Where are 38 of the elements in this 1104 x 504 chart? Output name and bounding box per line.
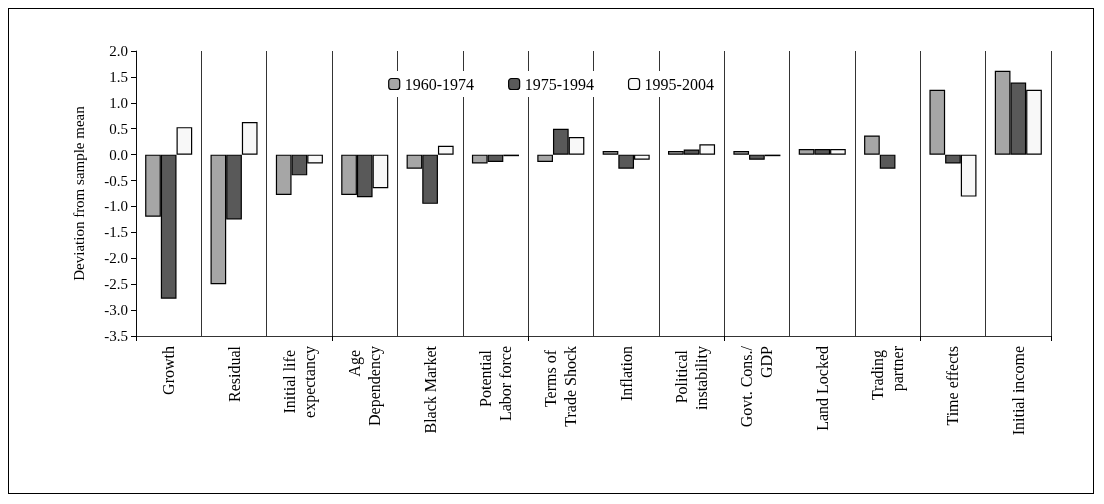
y-tick-label: -0.5	[104, 172, 128, 189]
legend-label: 1975-1994	[524, 75, 594, 93]
legend-label: 1960-1974	[404, 75, 475, 93]
bar	[929, 89, 946, 155]
bar	[864, 135, 880, 155]
x-tick-label: Potential Labor force	[476, 346, 514, 422]
bar	[733, 151, 750, 155]
x-tick-label: Inflation	[617, 346, 635, 402]
y-tick-label: -2.5	[104, 276, 128, 293]
x-tick-label: Initial life expectancy	[280, 346, 319, 418]
y-tick-label: 0.5	[109, 120, 128, 137]
bar	[879, 154, 896, 169]
legend-label: 1995-2004	[644, 75, 714, 93]
y-tick-label: -1.0	[104, 198, 128, 215]
y-tick-label: -3.5	[104, 328, 128, 344]
x-tick-label: Black Market	[421, 345, 439, 434]
x-tick-label: Govt. Cons./GDP	[738, 345, 776, 428]
bar	[602, 151, 619, 155]
y-tick-label: 2.0	[109, 43, 128, 59]
x-tick-label: Trading partner	[869, 345, 908, 401]
x-tick-label: Terms of Trade Shock	[542, 346, 580, 427]
y-tick-label: 0.0	[109, 146, 128, 163]
x-tick-label: Initial income	[1009, 346, 1027, 436]
y-tick-label: 1.0	[109, 94, 128, 111]
x-tick-label: Growth	[160, 346, 178, 395]
x-tick-label: Political instability	[673, 346, 712, 410]
y-tick-label: -1.5	[104, 224, 128, 241]
x-tick-label: Residual	[225, 345, 243, 402]
y-tick-label: -2.0	[104, 250, 128, 267]
y-axis-title: Deviation from sample mean	[70, 105, 87, 281]
y-tick-label: 1.5	[109, 68, 128, 85]
y-tick-label: -3.0	[104, 302, 128, 319]
x-tick-label: Time effects	[944, 346, 962, 426]
bar	[437, 145, 454, 155]
bar	[537, 154, 553, 162]
bar	[241, 121, 258, 155]
x-tick-label: Age Dependency	[346, 346, 385, 426]
x-tick-label: Land Locked	[813, 346, 831, 431]
